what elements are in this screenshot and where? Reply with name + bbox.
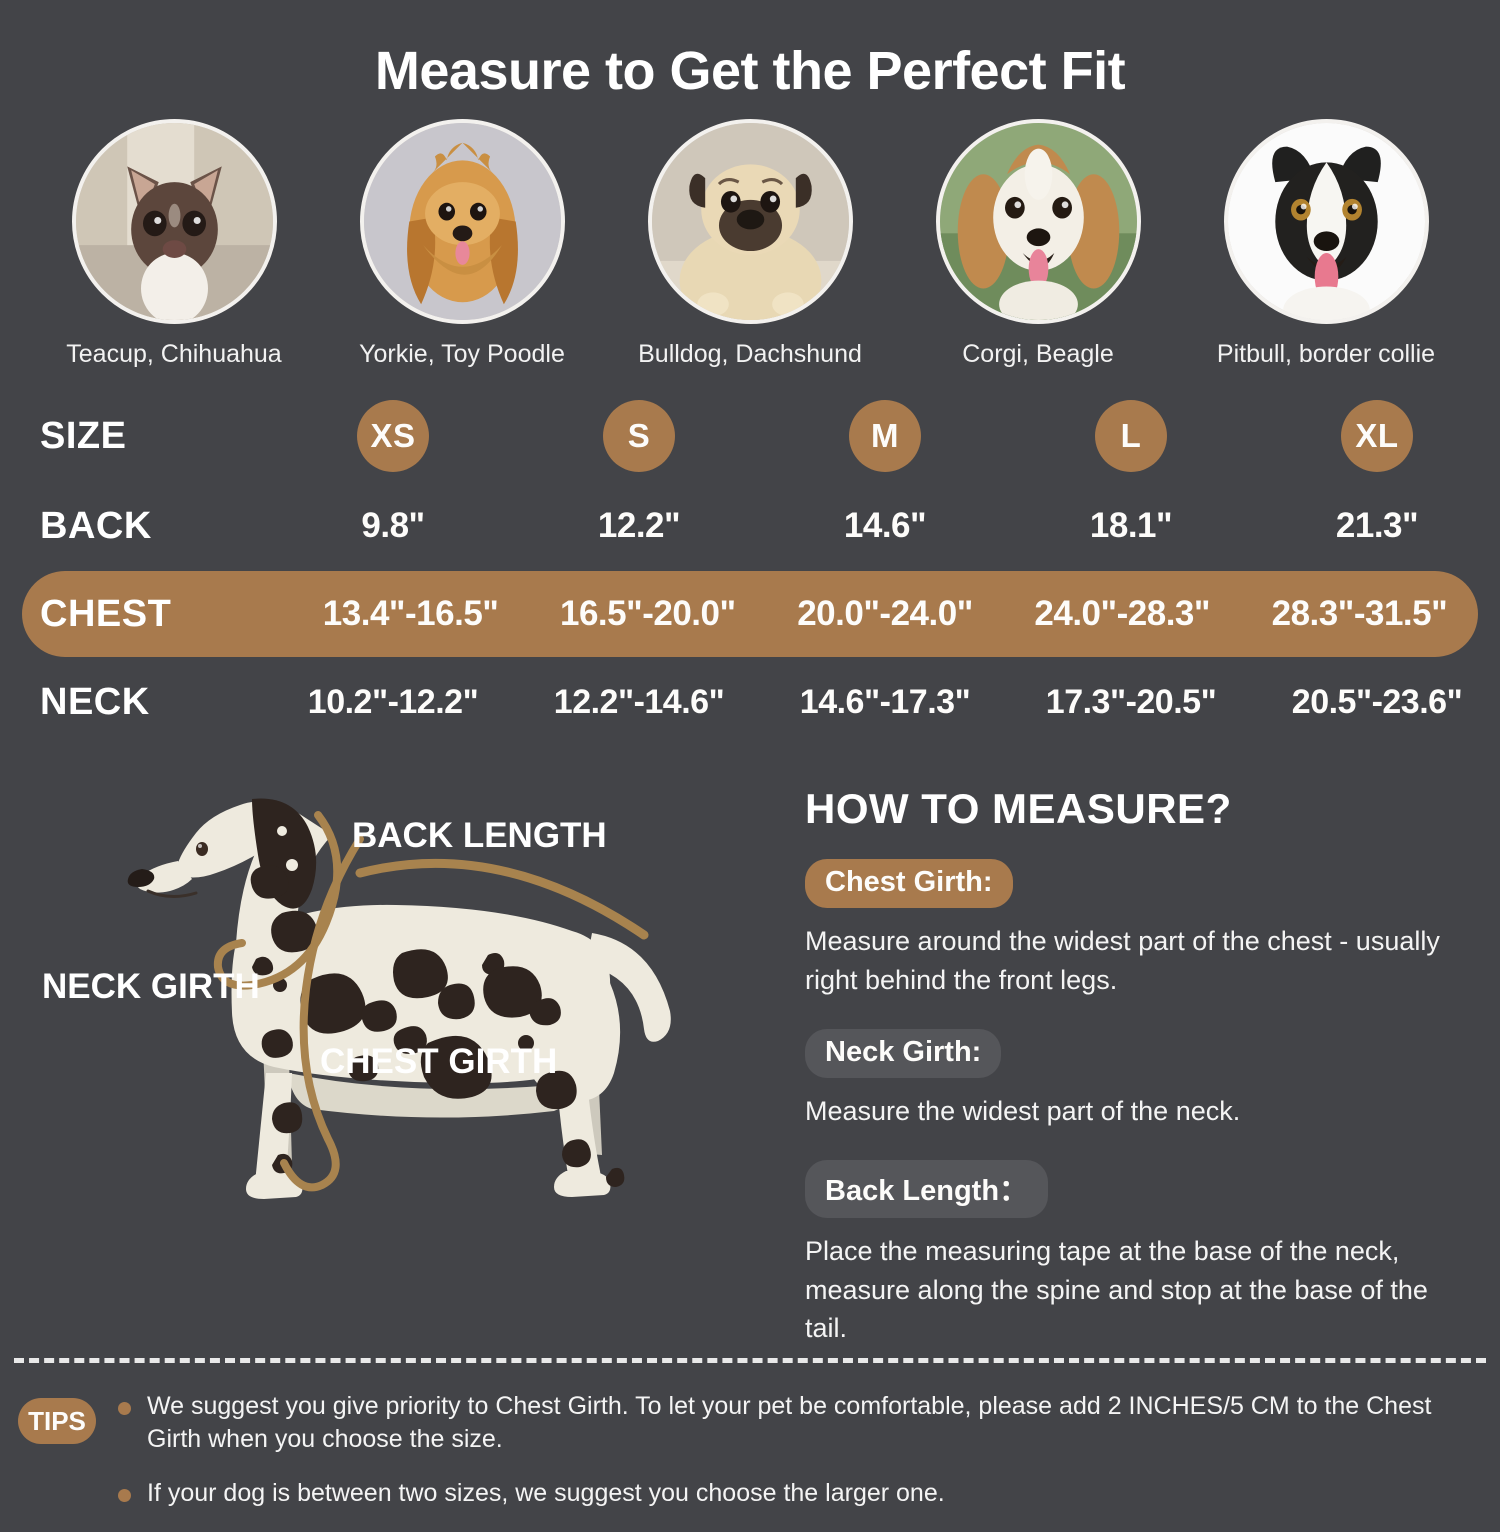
tips-list: We suggest you give priority to Chest Gi… <box>118 1390 1482 1532</box>
size-cell: S <box>516 400 762 473</box>
size-cell: XS <box>270 400 516 473</box>
breed-cell: Yorkie, Toy Poodle <box>318 119 606 369</box>
neck-girth-pill: Neck Girth: <box>805 1029 1002 1079</box>
breed-label: Yorkie, Toy Poodle <box>359 340 565 369</box>
yorkie-photo <box>359 119 565 325</box>
row-label-chest: CHEST <box>40 592 172 635</box>
pug-photo <box>647 119 853 325</box>
back-value-xs: 9.8" <box>361 506 425 546</box>
lower-section: BACK LENGTH NECK GIRTH CHEST GIRTH HOW T… <box>0 773 1500 1377</box>
table-row-size: SIZE XS S M L XL <box>0 391 1500 481</box>
row-label-neck: NECK <box>40 680 150 723</box>
chest-girth-pill: Chest Girth: <box>805 859 1013 909</box>
chest-value-m: 20.0"-24.0" <box>797 594 973 634</box>
tip-item: We suggest you give priority to Chest Gi… <box>118 1390 1482 1455</box>
measure-item-back: Back Length： Place the measuring tape at… <box>805 1160 1470 1347</box>
breed-label: Teacup, Chihuahua <box>66 340 282 369</box>
dalmatian-illustration <box>127 798 671 1200</box>
back-length-label: BACK LENGTH <box>352 816 607 855</box>
tip-text: We suggest you give priority to Chest Gi… <box>147 1392 1432 1453</box>
tip-item: If your dog is between two sizes, we sug… <box>118 1477 1482 1510</box>
dog-measurement-diagram: BACK LENGTH NECK GIRTH CHEST GIRTH <box>30 773 775 1377</box>
back-value-xl: 21.3" <box>1335 506 1419 546</box>
breed-label: Bulldog, Dachshund <box>638 340 862 369</box>
size-badge-m: M <box>849 400 921 473</box>
breed-label: Pitbull, border collie <box>1216 340 1436 369</box>
table-row-chest: CHEST 13.4"-16.5" 16.5"-20.0" 20.0"-24.0… <box>22 571 1478 658</box>
size-cell: M <box>762 400 1008 473</box>
border-collie-photo <box>1223 119 1429 325</box>
breed-cell: Teacup, Chihuahua <box>30 119 318 369</box>
size-cell: L <box>1008 400 1254 473</box>
neck-value-xs: 10.2"-12.2" <box>307 682 479 721</box>
back-length-text: Place the measuring tape at the base of … <box>805 1236 1428 1344</box>
tips-badge: TIPS <box>18 1398 96 1444</box>
chest-girth-label: CHEST GIRTH <box>320 1042 557 1081</box>
table-row-neck: NECK 10.2"-12.2" 12.2"-14.6" 14.6"-17.3"… <box>0 657 1500 747</box>
chest-value-s: 16.5"-20.0" <box>560 594 736 634</box>
neck-value-xl: 20.5"-23.6" <box>1291 682 1463 721</box>
neck-value-m: 14.6"-17.3" <box>799 682 971 721</box>
tip-text: If your dog is between two sizes, we sug… <box>147 1479 945 1507</box>
back-value-l: 18.1" <box>1089 506 1173 546</box>
chest-value-xl: 28.3"-31.5" <box>1271 594 1448 634</box>
measurement-loops <box>213 811 649 1192</box>
size-table: SIZE XS S M L XL BACK 9.8" 12.2" 14.6" 1… <box>0 391 1500 747</box>
how-to-measure-title: HOW TO MEASURE? <box>805 785 1232 833</box>
row-label-size: SIZE <box>40 414 127 457</box>
row-label-back: BACK <box>40 504 152 547</box>
dashed-divider <box>14 1358 1486 1363</box>
page-title: Measure to Get the Perfect Fit <box>374 41 1126 101</box>
beagle-photo <box>935 119 1141 325</box>
measure-item-neck: Neck Girth: Measure the widest part of t… <box>805 1029 1470 1130</box>
back-length-pill: Back Length： <box>805 1160 1049 1219</box>
breed-cell: Pitbull, border collie <box>1182 119 1470 369</box>
size-badge-xl: XL <box>1341 400 1413 473</box>
bullet-dot-icon <box>118 1489 131 1502</box>
neck-value-l: 17.3"-20.5" <box>1045 682 1217 721</box>
back-value-m: 14.6" <box>843 506 927 546</box>
neck-girth-text: Measure the widest part of the neck. <box>805 1096 1241 1127</box>
chihuahua-photo <box>71 119 277 325</box>
breed-cell: Corgi, Beagle <box>894 119 1182 369</box>
size-badge-s: S <box>603 400 675 473</box>
chest-girth-text: Measure around the widest part of the ch… <box>805 926 1440 995</box>
tips-section: TIPS We suggest you give priority to Che… <box>0 1390 1500 1532</box>
back-value-s: 12.2" <box>597 506 681 546</box>
size-cell: XL <box>1254 400 1500 473</box>
breed-cell: Bulldog, Dachshund <box>606 119 894 369</box>
chest-value-l: 24.0"-28.3" <box>1034 594 1210 634</box>
measure-item-chest: Chest Girth: Measure around the widest p… <box>805 859 1470 999</box>
how-to-measure-section: HOW TO MEASURE? Chest Girth: Measure aro… <box>775 773 1470 1377</box>
breed-row: Teacup, Chihuahua Yorkie, Toy Poodle <box>0 119 1500 369</box>
neck-girth-label: NECK GIRTH <box>42 967 260 1006</box>
size-badge-l: L <box>1095 400 1167 473</box>
bullet-dot-icon <box>118 1402 131 1415</box>
neck-value-s: 12.2"-14.6" <box>553 682 725 721</box>
size-badge-xs: XS <box>357 400 429 473</box>
breed-label: Corgi, Beagle <box>962 340 1114 369</box>
table-row-back: BACK 9.8" 12.2" 14.6" 18.1" 21.3" <box>0 481 1500 571</box>
chest-value-xs: 13.4"-16.5" <box>322 594 499 634</box>
